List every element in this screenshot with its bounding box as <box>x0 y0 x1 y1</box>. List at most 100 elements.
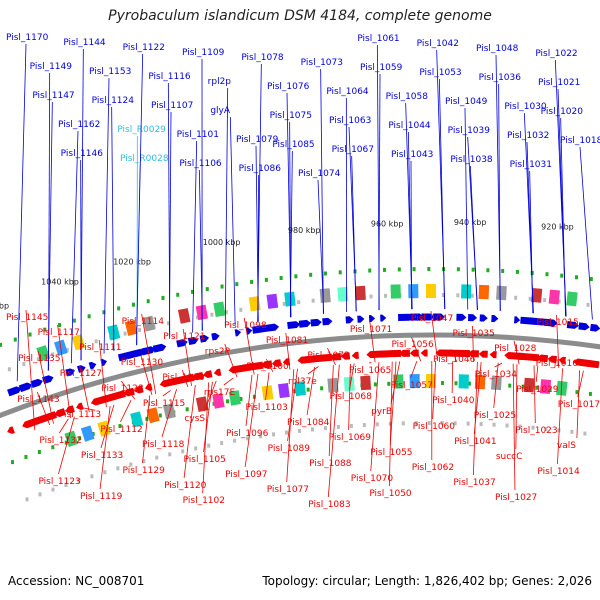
reverse-leader-line <box>533 365 536 424</box>
forward-gene-label: rpl2p <box>208 77 232 87</box>
gc-tick <box>205 287 209 292</box>
reverse-gene-label: Pisl_1023 <box>515 426 557 436</box>
feature-box <box>124 319 138 336</box>
feature-box <box>319 288 331 303</box>
feature-box <box>228 390 241 406</box>
gc-tick <box>155 455 159 460</box>
forward-leader-line <box>464 107 469 310</box>
feature-box-fill <box>458 374 469 389</box>
forward-gene-label: Pisl_1116 <box>148 72 191 82</box>
forward-gene-shape <box>479 314 488 322</box>
forward-leader-line <box>47 101 53 371</box>
scale-label: 1060 kbp <box>0 302 9 311</box>
forward-gene-label: Pisl_1018 <box>560 136 600 146</box>
forward-leader-line <box>438 78 446 310</box>
forward-gene <box>234 329 242 337</box>
gc-tick <box>191 289 195 294</box>
reverse-leader-line <box>245 374 253 427</box>
gc-tick <box>28 332 32 337</box>
forward-gene-shape <box>456 313 467 321</box>
forward-gene-shape <box>234 329 242 337</box>
feature-box-fill <box>409 374 420 389</box>
reverse-gene-label: valS <box>557 441 576 451</box>
gc-tick <box>575 390 579 395</box>
reverse-gene <box>134 385 144 394</box>
feature-box <box>266 293 279 309</box>
reverse-gene-shape <box>239 362 255 372</box>
gc-tick <box>220 284 224 289</box>
forward-gene-shape <box>211 332 220 341</box>
reverse-gene-label: Pisl_1118 <box>142 440 185 450</box>
feature-box <box>337 286 349 302</box>
gc-tick <box>427 421 431 426</box>
gc-tick <box>13 337 17 342</box>
forward-gene-label: Pisl_1162 <box>58 120 100 130</box>
reverse-leader-line <box>203 381 213 453</box>
forward-gene-shape <box>65 368 75 377</box>
reverse-gene-shape <box>525 353 540 362</box>
reverse-gene-shape <box>308 354 324 363</box>
forward-gene-shape <box>357 315 365 323</box>
reverse-gene-label: Pisl_1133 <box>81 451 123 461</box>
reverse-leader-line <box>266 358 274 373</box>
gc-tick <box>252 394 256 399</box>
reverse-gene-label: Pisl_1041 <box>454 437 496 447</box>
gc-tick <box>575 275 579 280</box>
gc-tick <box>414 421 418 426</box>
reverse-leader-line <box>141 313 157 395</box>
forward-gene-label: Pisl_1043 <box>391 150 433 160</box>
gc-tick <box>454 381 458 386</box>
feature-box <box>327 377 339 393</box>
forward-gene-shape <box>531 317 548 326</box>
forward-leader-line <box>351 155 357 312</box>
forward-gene <box>245 327 253 335</box>
feature-box <box>343 376 355 392</box>
forward-gene <box>152 343 167 353</box>
forward-gene <box>409 313 424 321</box>
feature-box-fill <box>294 381 307 397</box>
feature-box-fill <box>390 284 401 299</box>
reverse-gene <box>250 361 264 370</box>
gc-tick <box>72 318 76 323</box>
feature-box <box>539 379 552 395</box>
feature-box-fill <box>213 301 226 318</box>
feature-box <box>531 288 543 303</box>
forward-gene <box>380 314 387 322</box>
gc-tick <box>294 274 298 279</box>
reverse-leader-line <box>557 368 563 465</box>
gc-tick <box>239 396 243 401</box>
feature-box-fill <box>212 393 225 409</box>
reverse-gene-label: rpl37e <box>288 377 317 387</box>
scale-label: 940 kbp <box>454 218 487 227</box>
gc-tick <box>129 462 133 467</box>
reverse-gene-shape <box>388 349 402 358</box>
gc-tick <box>10 460 14 465</box>
feature-box <box>80 425 95 442</box>
reverse-gene <box>213 368 222 377</box>
reverse-gene-label: Pisl_1132 <box>39 436 81 446</box>
forward-gene-label: Pisl_1153 <box>89 67 131 77</box>
feature-box <box>195 396 209 412</box>
forward-gene <box>310 318 322 327</box>
gc-tick <box>362 423 366 428</box>
reverse-leader-line <box>142 395 151 464</box>
gc-tick <box>373 382 377 387</box>
reverse-gene <box>351 351 359 359</box>
reverse-gene-shape <box>170 375 186 385</box>
reverse-gene-shape <box>457 349 471 358</box>
forward-gene-label: Pisl_1032 <box>507 131 549 141</box>
reverse-leader-line <box>411 336 422 362</box>
feature-box <box>177 308 191 324</box>
reverse-leader-line <box>430 310 439 362</box>
feature-box <box>496 285 507 301</box>
reverse-gene-label: Pisl_1145 <box>6 313 48 323</box>
forward-gene-label: Pisl_1042 <box>417 39 459 49</box>
reverse-gene <box>192 371 204 381</box>
forward-gene-shape <box>18 382 33 393</box>
gc-tick <box>285 430 289 435</box>
gc-tick <box>207 443 211 448</box>
reverse-gene-shape <box>250 361 264 370</box>
gc-tick <box>543 298 547 303</box>
feature-box <box>393 374 404 389</box>
forward-gene-shape <box>514 316 521 324</box>
